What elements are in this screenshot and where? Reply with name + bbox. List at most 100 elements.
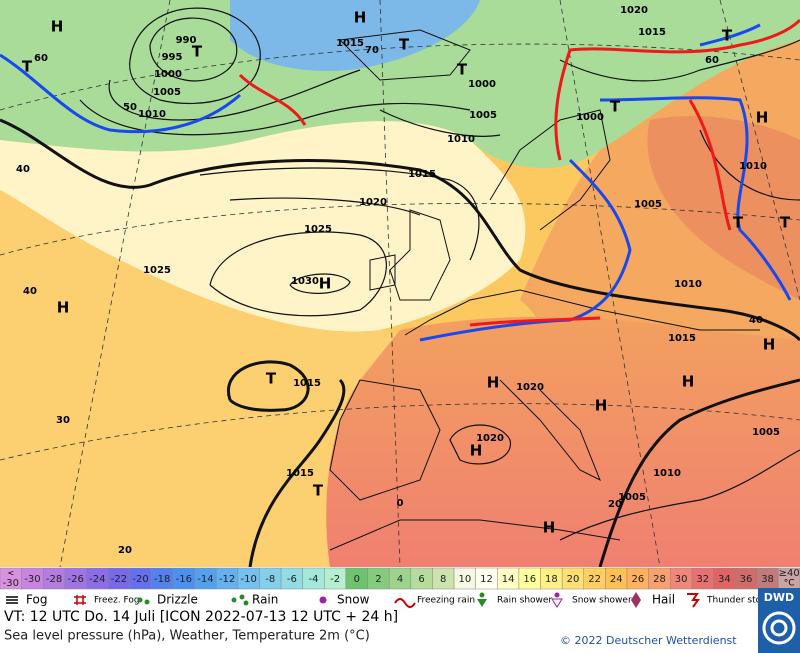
isobar-label: 1005 [153,87,181,98]
graticule [0,0,800,568]
scale-label: 18 [545,574,558,585]
pressure-center: H [354,9,367,27]
scale-label: -8 [265,574,275,585]
scale-label: -20 [132,574,148,585]
rain-icon [231,597,237,603]
scale-label: 24 [610,574,623,585]
rain-icon [239,594,245,600]
isobar-label: 20 [608,499,622,510]
snow-icon [319,596,327,604]
isobar-label: 1020 [359,197,387,208]
scale-label: 26 [631,574,644,585]
pressure-center: T [313,482,324,500]
scale-label: 0 [354,574,360,585]
pressure-center: H [470,442,483,460]
scale-label: 22 [588,574,601,585]
scale-unit: °C [784,579,795,589]
scale-label: -30 [24,574,40,585]
scale-label: -12 [219,574,235,585]
scale-label: 36 [740,574,753,585]
legend-label: Snow [337,593,370,607]
pressure-center: H [595,397,608,415]
drizzle-icon [137,597,143,603]
isobar-label: 1005 [752,427,780,438]
scale-label: 12 [480,574,493,585]
isobar-label: 1015 [638,27,666,38]
legend-label: Thunder storm [706,596,773,606]
scale-label: -28 [46,574,62,585]
legend-label: Freez. Fog [94,596,140,606]
pressure-center: H [543,519,556,537]
scale-label: 20 [567,574,580,585]
logo-swirl [762,611,796,645]
coastlines [329,29,760,551]
isobar-label: 60 [34,53,48,64]
rain-shower-icon [479,592,485,598]
map-background [0,0,800,567]
scale-prefix: < [7,569,14,578]
hail-icon [631,592,641,608]
freezing-rain-icon [394,598,416,608]
pressure-center: H [57,299,70,317]
logo-swirl [770,619,788,637]
isobar-label: 1005 [634,199,662,210]
description: Sea level pressure (hPa), Weather, Tempe… [4,629,370,644]
scale-label: 30 [675,574,688,585]
pressure-center: T [722,27,733,45]
isobar-label: 40 [23,286,37,297]
isobar-label: 20 [118,545,132,556]
scale-label: -30 [3,578,19,589]
pressure-center: T [266,370,277,388]
isobar-label: 1015 [408,169,436,180]
isobar-label: 1010 [739,161,767,172]
scale-label: -14 [197,574,213,585]
isobar-label: 1010 [674,279,702,290]
isobar-label: 1020 [476,433,504,444]
freez-fog-icon [74,595,86,605]
legend-label: Rain shower [497,596,552,606]
scale-label: 34 [718,574,731,585]
legend-label: Snow shower [572,596,632,606]
isobar-label: 70 [365,45,379,56]
isobar-label: 1010 [447,134,475,145]
isobar-label: 995 [162,52,183,63]
legend-label: Drizzle [157,593,198,607]
scale-label: 2 [375,574,381,585]
scale-label: 14 [502,574,515,585]
isobar-label: 40 [16,164,30,175]
scale-label: -2 [330,574,340,585]
isobar-label: 1005 [618,492,646,503]
scale-label: 6 [418,574,424,585]
pressure-center: H [756,109,769,127]
pressure-center: T [457,61,468,79]
pressure-center: T [610,98,621,116]
isobar-label: 50 [123,102,137,113]
thunder-icon [687,593,700,608]
isobar-label: 1015 [286,468,314,479]
scale-label: -4 [309,574,319,585]
snow-shower-icon [551,598,563,608]
isobar-label: 1005 [469,110,497,121]
legend-label: Rain [252,593,278,607]
pressure-center: H [319,275,332,293]
rain-shower-icon [477,599,487,607]
rain-icon [243,600,249,606]
legend-label: Fog [26,593,47,607]
isobar-label: 1030 [291,276,319,287]
scale-label: -16 [176,574,192,585]
isobar-label: 30 [56,415,70,426]
scale-label: -24 [89,574,105,585]
pressure-center: T [22,58,33,76]
legend-label: Hail [652,593,675,607]
isobar-label: 1020 [516,382,544,393]
pressure-center: H [763,336,776,354]
scale-label: -6 [287,574,297,585]
scale-label: -10 [240,574,256,585]
bottom-panel: <-30 -30 -28 -26 -24 -22 -20 -18 -16 -14 -12 -10 -8-… [0,567,800,653]
scale-label: 8 [440,574,446,585]
isobar-label: 0 [397,498,404,509]
isobars [0,7,800,568]
pressure-center: T [733,214,744,232]
